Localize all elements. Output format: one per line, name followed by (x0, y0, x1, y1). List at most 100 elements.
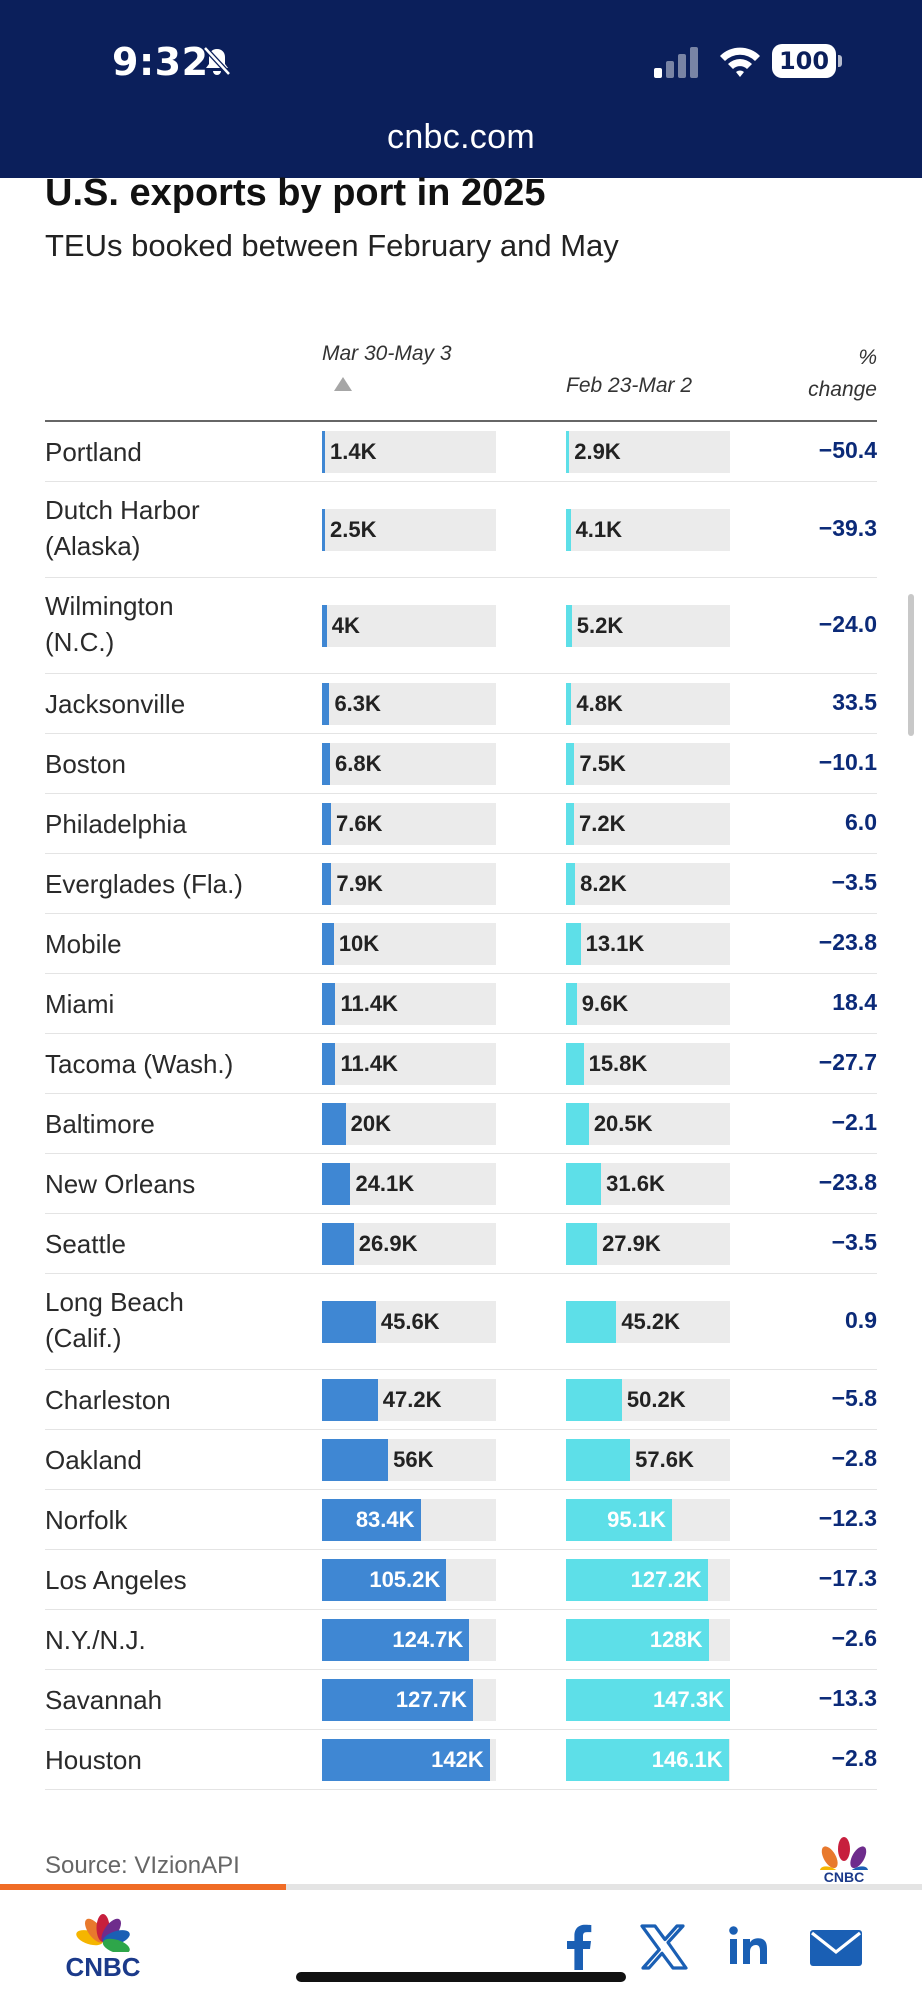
bar-mar-may (322, 1163, 351, 1205)
bell-muted-icon (203, 46, 231, 76)
bar-value-label: 45.2K (621, 1309, 681, 1334)
bar-track-mar-may: 20K (322, 1103, 496, 1145)
table-row: Dutch Harbor (Alaska) 2.5K 4.1K −39.3 (45, 482, 877, 578)
bar-mar-may (322, 803, 331, 845)
sort-ascending-icon[interactable] (333, 376, 353, 392)
pct-change-value: −27.7 (818, 1049, 877, 1075)
bar-feb-mar (566, 1739, 729, 1781)
scrollbar-thumb[interactable] (908, 594, 914, 736)
pct-change-value: −12.3 (818, 1505, 877, 1531)
port-name: Savannah (45, 1685, 163, 1715)
column-header-pct-change[interactable]: % change (808, 342, 877, 406)
pct-header-line2: change (808, 378, 877, 401)
bar-mar-may (322, 1043, 336, 1085)
port-name: Los Angeles (45, 1565, 187, 1595)
bar-value-label: 7.9K (336, 871, 383, 896)
battery-tip (838, 55, 842, 67)
pct-change-value: −5.8 (831, 1385, 877, 1411)
bar-mar-may (322, 605, 327, 647)
port-name: Philadelphia (45, 809, 187, 839)
bar-track-feb-mar: 2.9K (566, 431, 730, 473)
bar-feb-mar (566, 1103, 589, 1145)
bar-track-mar-may: 45.6K (322, 1301, 496, 1343)
bar-mar-may (322, 1379, 378, 1421)
bar-feb-mar (566, 431, 570, 473)
bar-track-feb-mar: 13.1K (566, 923, 730, 965)
bar-value-label: 124.7K (392, 1627, 464, 1652)
address-bar-url[interactable]: cnbc.com (387, 118, 535, 156)
bar-value-label: 127.2K (630, 1567, 702, 1592)
bar-value-label: 20K (350, 1111, 391, 1136)
pct-change-value: −2.6 (831, 1625, 877, 1651)
email-icon[interactable] (808, 1922, 864, 1972)
pct-change-value: −2.8 (831, 1745, 877, 1771)
cnbc-logo-text: CNBC (65, 1952, 140, 1980)
pct-change-value: 6.0 (845, 809, 877, 835)
bar-track-feb-mar: 147.3K (566, 1679, 730, 1721)
bar-feb-mar (566, 1679, 730, 1721)
bar-mar-may (322, 863, 332, 905)
cnbc-peacock-logo-small: CNBC (816, 1837, 872, 1884)
bar-value-label: 6.8K (335, 751, 382, 776)
bar-feb-mar (566, 1619, 709, 1661)
chart-title: U.S. exports by port in 2025 (45, 172, 546, 214)
port-name: Dutch Harbor (Alaska) (45, 495, 200, 561)
header-divider (45, 420, 877, 422)
bar-feb-mar (566, 983, 577, 1025)
table-row: Charleston 47.2K 50.2K −5.8 (45, 1370, 877, 1430)
bar-value-label: 4.1K (575, 517, 623, 542)
bar-feb-mar (566, 1301, 617, 1343)
port-name: Boston (45, 749, 126, 779)
column-header-mar-may[interactable]: Mar 30-May 3 (322, 342, 452, 365)
bar-track-mar-may: 11.4K (322, 1043, 496, 1085)
bar-value-label: 95.1K (607, 1507, 666, 1532)
linkedin-icon[interactable] (722, 1922, 778, 1972)
table-row: Norfolk 83.4K 95.1K −12.3 (45, 1490, 877, 1550)
bar-mar-may (322, 1301, 376, 1343)
bar-track-feb-mar: 31.6K (566, 1163, 730, 1205)
bar-value-label: 20.5K (593, 1111, 653, 1136)
bar-value-label: 26.9K (358, 1231, 418, 1256)
bar-feb-mar (566, 1559, 708, 1601)
bar-mar-may (322, 1439, 389, 1481)
bar-value-label: 4K (331, 613, 360, 638)
pct-change-value: 0.9 (845, 1307, 877, 1333)
table-row: Jacksonville 6.3K 4.8K 33.5 (45, 674, 877, 734)
table-row: Los Angeles 105.2K 127.2K −17.3 (45, 1550, 877, 1610)
pct-change-value: 18.4 (832, 989, 877, 1015)
bar-mar-may (322, 1739, 490, 1781)
bar-mar-may (322, 431, 325, 473)
bar-value-label: 7.5K (579, 751, 626, 776)
home-indicator[interactable] (296, 1972, 626, 1982)
port-name: Seattle (45, 1229, 126, 1259)
bar-track-mar-may: 83.4K (322, 1499, 496, 1541)
table-row: Miami 11.4K 9.6K 18.4 (45, 974, 877, 1034)
facebook-icon[interactable] (552, 1922, 608, 1972)
bar-track-feb-mar: 7.2K (566, 803, 730, 845)
x-icon[interactable] (636, 1922, 692, 1972)
bar-track-feb-mar: 57.6K (566, 1439, 730, 1481)
bar-track-feb-mar: 146.1K (566, 1739, 730, 1781)
bar-value-label: 7.2K (579, 811, 626, 836)
bar-mar-may (322, 1679, 473, 1721)
bar-feb-mar (566, 683, 572, 725)
bar-mar-may (322, 509, 325, 551)
cnbc-logo[interactable]: CNBC (60, 1908, 146, 1980)
bar-feb-mar (566, 1223, 598, 1265)
column-header-feb-mar[interactable]: Feb 23-Mar 2 (566, 374, 693, 397)
port-name: Portland (45, 437, 142, 467)
port-name: Houston (45, 1745, 142, 1775)
table-row: Philadelphia 7.6K 7.2K 6.0 (45, 794, 877, 854)
bar-track-feb-mar: 15.8K (566, 1043, 730, 1085)
pct-change-value: −24.0 (818, 611, 877, 637)
port-name: Mobile (45, 929, 122, 959)
bar-mar-may (322, 923, 334, 965)
bar-value-label: 2.9K (574, 439, 621, 464)
bar-track-feb-mar: 128K (566, 1619, 730, 1661)
bar-value-label: 5.2K (576, 613, 624, 638)
bar-track-mar-may: 142K (322, 1739, 496, 1781)
bar-mar-may (322, 1619, 470, 1661)
table-row: Savannah 127.7K 147.3K −13.3 (45, 1670, 877, 1730)
status-time: 9:32 (112, 40, 209, 84)
bar-track-mar-may: 24.1K (322, 1163, 496, 1205)
